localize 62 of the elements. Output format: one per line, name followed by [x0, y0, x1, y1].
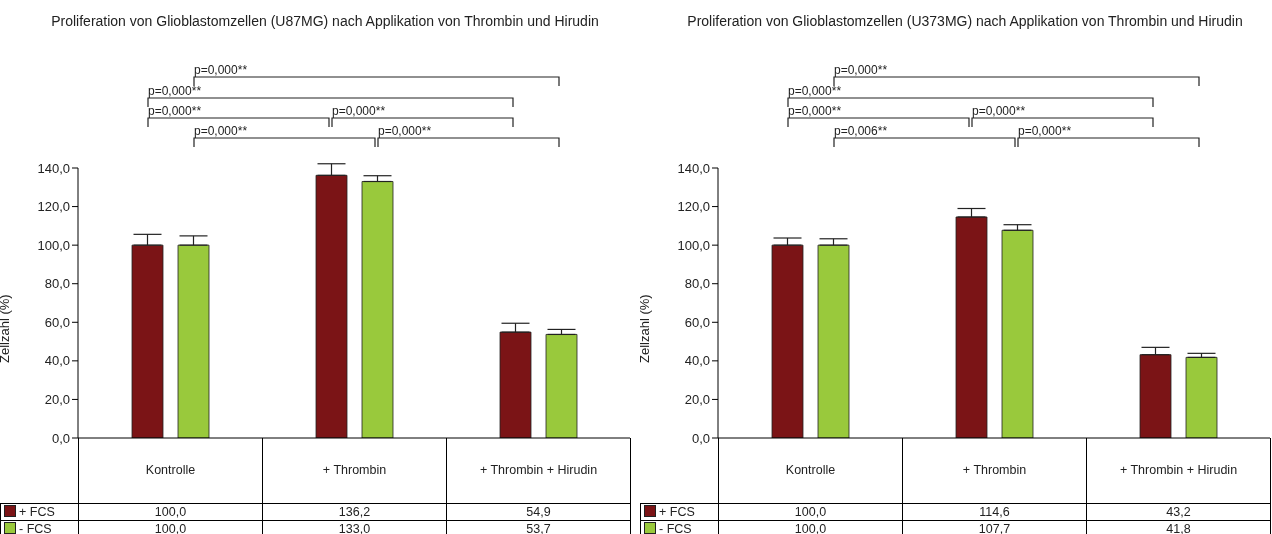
chart-title: Proliferation von Glioblastomzellen (U373MG) nach Applikation von Thrombin und Hirudin [686, 12, 1244, 31]
data-label: 114,6 [902, 503, 1087, 520]
bar [771, 244, 804, 438]
y-tick-label: 40,0 [684, 353, 710, 369]
y-tick-label: 20,0 [684, 392, 710, 408]
bar [1185, 356, 1218, 438]
legend-label: + FCS [640, 503, 719, 520]
bar [131, 244, 164, 438]
y-tick-label: 80,0 [44, 276, 70, 292]
bar [177, 244, 210, 438]
bar [1001, 229, 1034, 438]
legend-label: - FCS [0, 520, 79, 534]
y-tick-label: 80,0 [684, 276, 710, 292]
bar [955, 216, 988, 438]
text: p=0,000** [378, 124, 432, 138]
data-label: 100,0 [78, 520, 263, 534]
bar [817, 244, 850, 438]
text: p=0,000** [148, 104, 202, 118]
text: p=0,000** [194, 124, 248, 138]
data-label: 100,0 [718, 520, 903, 534]
x-tick-label: + Thrombin [262, 438, 447, 503]
y-tick-label: 120,0 [677, 199, 710, 215]
data-label: 43,2 [1086, 503, 1271, 520]
legend-label: - FCS [640, 520, 719, 534]
text: p=0,000** [148, 84, 202, 98]
y-tick-label: 60,0 [684, 314, 710, 330]
text: p=0,000** [194, 63, 248, 77]
bar [499, 331, 532, 438]
y-tick-label: 20,0 [44, 392, 70, 408]
data-label: 100,0 [78, 503, 263, 520]
y-tick-label: 120,0 [37, 199, 70, 215]
data-label: 53,7 [446, 520, 631, 534]
data-label: 133,0 [262, 520, 447, 534]
y-tick-label: 100,0 [37, 237, 70, 253]
y-tick-label: 100,0 [677, 237, 710, 253]
y-axis-title: Zellzahl (%) [636, 294, 652, 363]
text: p=0,000** [834, 63, 888, 77]
data-label: 107,7 [902, 520, 1087, 534]
text: p=0,000** [972, 104, 1026, 118]
y-tick-label: 0,0 [691, 430, 710, 446]
text: p=0,000** [788, 84, 842, 98]
x-tick-label: + Thrombin + Hirudin [446, 438, 631, 503]
legend-label: + FCS [0, 503, 79, 520]
data-label: 136,2 [262, 503, 447, 520]
text: p=0,006** [834, 124, 888, 138]
x-tick-label: Kontrolle [718, 438, 903, 503]
chart-title: Proliferation von Glioblastomzellen (U87MG) nach Applikation von Thrombin und Hirudin [50, 12, 600, 31]
text: p=0,000** [332, 104, 386, 118]
x-tick-label: Kontrolle [78, 438, 263, 503]
y-axis-title: Zellzahl (%) [0, 294, 12, 363]
y-tick-label: 40,0 [44, 353, 70, 369]
data-label: 41,8 [1086, 520, 1271, 534]
data-label: 100,0 [718, 503, 903, 520]
y-tick-label: 0,0 [51, 430, 70, 446]
data-label: 54,9 [446, 503, 631, 520]
y-tick-label: 140,0 [677, 160, 710, 176]
x-tick-label: + Thrombin + Hirudin [1086, 438, 1271, 503]
x-tick-label: + Thrombin [902, 438, 1087, 503]
y-tick-label: 140,0 [37, 160, 70, 176]
text: p=0,000** [788, 104, 842, 118]
y-tick-label: 60,0 [44, 314, 70, 330]
text: p=0,000** [1018, 124, 1072, 138]
